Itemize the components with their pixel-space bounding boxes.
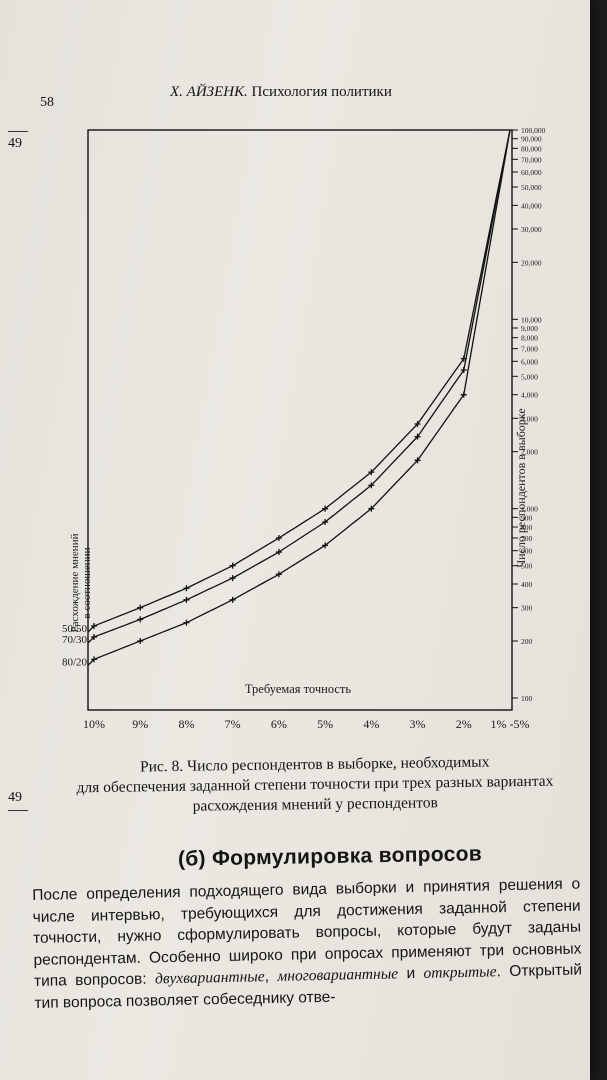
series-point <box>460 391 467 398</box>
plot-frame <box>87 129 513 711</box>
x-tick-label: 8% <box>178 717 194 731</box>
series-point <box>275 549 282 556</box>
header-author: Х. АЙЗЕНК. <box>170 84 248 100</box>
y-axis-label-line2: в соотношении <box>81 547 93 618</box>
y-tick-label: 100 <box>521 694 533 703</box>
y-axis-right-label: Число респондентов в выборке <box>514 408 528 567</box>
series-point <box>368 469 375 476</box>
y-tick-label: 80,000 <box>521 144 542 153</box>
y-tick-label: 4,000 <box>521 391 538 400</box>
margin-page-ref-bottom: 49 <box>8 790 22 805</box>
series-point <box>275 571 282 578</box>
series-point <box>229 575 236 582</box>
y-tick-label: 40,000 <box>521 201 542 210</box>
x-tick-label: 4% <box>363 717 379 731</box>
x-tick-label: 1% -5% <box>491 717 530 731</box>
y-tick-label: 800 <box>521 523 533 532</box>
series-point <box>460 367 467 373</box>
y-tick-label: 100,000 <box>521 126 546 135</box>
question-type-3: открытые <box>423 963 497 982</box>
body-paragraph: После определения подходящего вида выбор… <box>32 874 583 1014</box>
y-tick-label: 70,000 <box>521 155 542 164</box>
series-line-3 <box>87 129 511 666</box>
margin-rule-top <box>8 131 28 132</box>
series-label-2: 70/30 <box>62 634 88 646</box>
y-tick-label: 3,000 <box>521 414 538 423</box>
body-sep-2: и <box>397 964 424 983</box>
series-point <box>91 623 97 630</box>
series-point <box>322 519 329 526</box>
series-point <box>229 596 236 603</box>
x-tick-label: 10% <box>83 717 105 731</box>
series-point <box>322 542 329 549</box>
x-tick-label: 7% <box>225 717 241 731</box>
book-page: 58 Х. АЙЗЕНК. Психология политики 49 49 … <box>0 0 590 1080</box>
x-tick-label: 5% <box>317 717 333 731</box>
y-tick-label: 200 <box>521 637 533 646</box>
y-tick-label: 50,000 <box>521 183 542 192</box>
series-point <box>414 433 421 440</box>
body-sep-1: , <box>264 967 278 986</box>
y-tick-label: 9,000 <box>521 324 538 333</box>
y-tick-label: 5,000 <box>521 372 538 381</box>
x-tick-label: 9% <box>132 717 148 731</box>
series-label-3: 80/20 <box>62 656 88 668</box>
question-type-1: двухвариантные <box>154 968 265 988</box>
y-tick-label: 2,000 <box>521 448 538 457</box>
y-tick-label: 20,000 <box>521 258 542 267</box>
margin-rule-bottom <box>8 810 28 811</box>
running-header: Х. АЙЗЕНК. Психология политики <box>170 84 392 101</box>
series-point <box>322 505 329 512</box>
x-axis-label: Требуемая точность <box>245 682 351 696</box>
x-tick-label: 2% <box>456 717 472 731</box>
y-tick-label: 300 <box>521 604 533 613</box>
x-tick-label: 3% <box>410 717 426 731</box>
y-axis-label-line1: Расхождение мнений <box>69 533 81 632</box>
series-point <box>137 616 144 623</box>
y-tick-label: 10,000 <box>521 315 542 324</box>
series-point <box>137 638 144 645</box>
series-point <box>183 619 190 626</box>
series-point <box>368 505 375 512</box>
y-tick-label: 7,000 <box>521 345 538 354</box>
y-tick-label: 700 <box>521 534 533 543</box>
series-point <box>275 534 282 541</box>
series-point <box>414 457 421 464</box>
y-tick-label: 600 <box>521 547 533 556</box>
series-label-1: 50/50 <box>62 623 88 635</box>
y-tick-label: 6,000 <box>521 357 538 366</box>
y-tick-label: 1,000 <box>521 505 538 514</box>
series-point <box>368 482 375 489</box>
series-line-1 <box>87 129 511 633</box>
y-tick-label: 8,000 <box>521 334 538 343</box>
series-point <box>183 596 190 603</box>
y-tick-label: 90,000 <box>521 135 542 144</box>
page-number: 58 <box>40 95 54 110</box>
series-point <box>414 421 421 428</box>
y-tick-label: 60,000 <box>521 168 542 177</box>
figure-caption: Рис. 8. Число респондентов в выборке, не… <box>55 751 576 818</box>
header-title: Психология политики <box>251 84 392 100</box>
margin-page-ref-top: 49 <box>8 136 22 151</box>
section-heading: (б) Формулировка вопросов <box>177 842 483 871</box>
series-point <box>91 656 97 663</box>
series-point <box>183 585 190 592</box>
y-tick-label: 400 <box>521 580 533 589</box>
series-line-2 <box>87 129 511 644</box>
y-tick-label: 500 <box>521 562 533 571</box>
series-point <box>229 562 236 569</box>
y-tick-label: 900 <box>521 513 533 522</box>
series-point <box>91 633 97 640</box>
y-tick-label: 30,000 <box>521 225 542 234</box>
series-point <box>137 604 144 611</box>
x-tick-label: 6% <box>271 717 287 731</box>
question-type-2: многовариантные <box>277 965 399 985</box>
